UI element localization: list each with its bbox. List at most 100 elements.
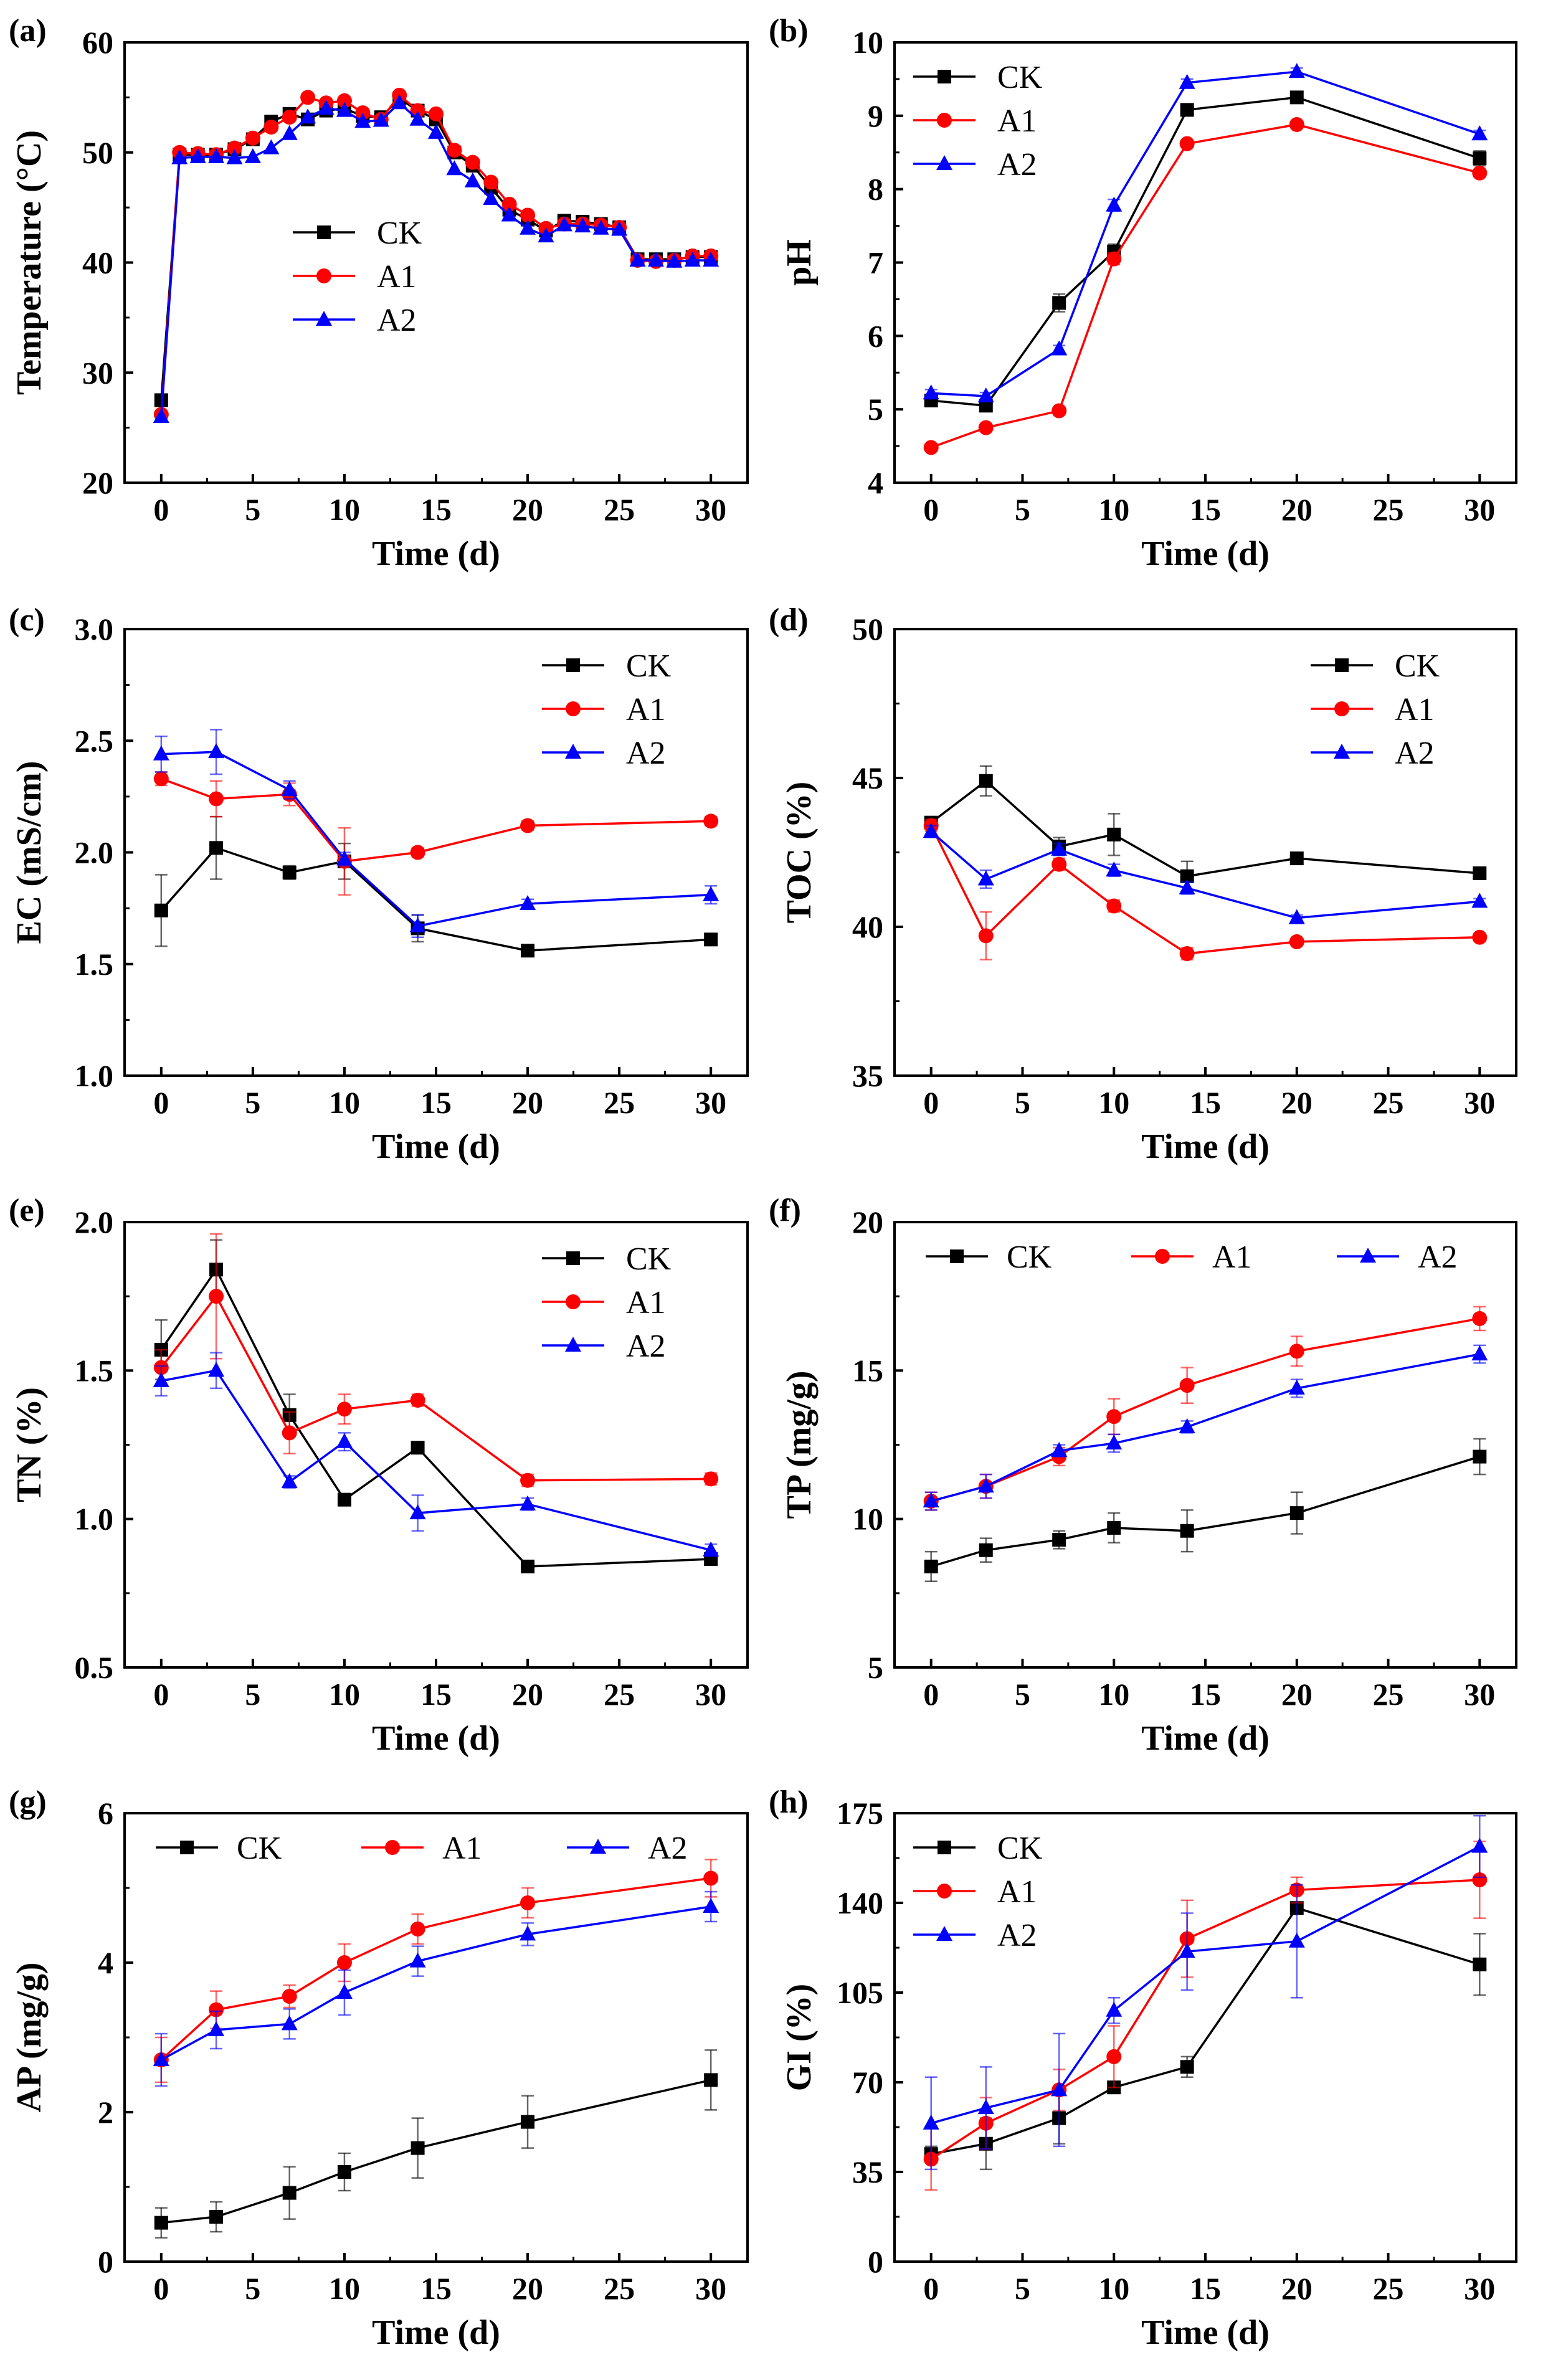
data-point [1471,1345,1488,1361]
x-tick-label: 10 [329,2271,360,2306]
data-point [281,781,298,797]
x-tick-label: 15 [1190,1677,1221,1712]
data-point [1180,103,1194,117]
legend: CK A1 A2 [542,1241,672,1364]
legend-item-a1: A1 [1131,1240,1252,1275]
data-point [483,174,499,190]
y-tick-label: 0 [868,2244,883,2279]
y-axis-ticks: 20 30 40 50 60 [82,25,133,500]
legend: CK A1 A2 [156,1831,688,1866]
y-tick-label: 1.5 [75,947,114,982]
data-point [1179,1418,1195,1433]
x-tick-label: 0 [153,492,169,527]
legend-label: A2 [1418,1240,1458,1275]
data-point [1289,1506,1304,1520]
y-tick-label: 50 [82,135,113,170]
data-point [227,140,242,156]
data-point [703,1471,719,1487]
data-point [923,1492,939,1508]
x-axis-title: Time (d) [1141,2313,1270,2352]
legend-item-a1: A1 [542,1285,666,1320]
x-tick-label: 15 [420,492,452,527]
x-axis-ticks: 0 5 10 15 20 25 30 [153,474,726,527]
y-tick-label: 9 [868,98,883,133]
legend-label: CK [626,1241,672,1277]
legend-item-ck: CK [156,1831,282,1866]
y-axis-title: AP (mg/g) [10,1962,49,2112]
x-tick-label: 30 [695,1677,726,1712]
legend-label: A2 [626,1329,666,1364]
data-point [1180,2060,1194,2074]
data-point [1288,909,1305,924]
x-axis-ticks: 0 5 10 15 20 25 30 [153,2253,726,2306]
y-tick-label: 35 [852,2155,883,2189]
data-point [703,1898,719,1913]
data-point [446,160,463,176]
data-point [521,2115,535,2129]
legend-marker [938,70,951,83]
series-ck [924,1438,1487,1583]
data-point [1289,1344,1304,1359]
legend-marker [385,1840,400,1855]
data-point [977,1477,994,1493]
data-point [300,108,316,124]
series-line [161,2079,711,2224]
data-point [189,148,206,163]
x-tick-label: 5 [1015,2271,1030,2306]
x-tick-label: 5 [1015,492,1030,527]
legend-marker [566,658,580,672]
x-tick-label: 0 [153,2271,169,2306]
x-tick-label: 30 [695,492,726,527]
data-point [336,102,353,117]
data-point [629,251,646,267]
y-tick-label: 30 [82,355,113,390]
data-point [300,90,316,105]
legend-item-a2: A2 [913,1918,1037,1953]
data-point [1180,869,1194,883]
data-point [1179,879,1195,894]
series-a2 [153,1890,719,2087]
legend-marker [936,155,952,170]
x-tick-label: 20 [512,2271,543,2306]
data-point [520,818,536,833]
legend: CK A1 A2 [1311,648,1440,771]
data-point [923,2114,939,2130]
y-tick-label: 105 [837,1975,883,2010]
series-a1 [153,1859,719,2084]
y-axis-ticks: 4 5 6 7 8 9 10 [852,25,903,500]
x-tick-label: 30 [1464,1085,1495,1120]
x-tick-label: 0 [923,1085,939,1120]
x-axis-ticks: 0 5 10 15 20 25 30 [153,1659,726,1712]
data-point [1288,63,1305,78]
data-point [209,2210,224,2224]
series-a2 [923,63,1488,402]
y-axis-title: TN (%) [10,1387,49,1502]
x-tick-label: 10 [329,1085,360,1120]
data-point [464,172,481,187]
data-point [923,440,939,455]
data-point [1052,403,1067,419]
legend-label: A2 [377,303,417,338]
legend-label: A1 [442,1831,482,1866]
x-tick-label: 0 [153,1085,169,1120]
legend-marker [180,1841,194,1854]
x-tick-label: 15 [420,1677,452,1712]
y-tick-label: 4 [868,465,883,500]
x-tick-label: 0 [923,492,939,527]
data-point [1472,1872,1488,1887]
plot-frame [893,1812,1517,2263]
data-point [924,1559,938,1573]
x-tick-label: 5 [245,492,260,527]
legend-marker [316,311,332,326]
series-a2 [153,729,719,938]
data-point [1471,1837,1488,1853]
data-point [208,1362,225,1377]
x-tick-label: 25 [604,1085,635,1120]
legend-item-ck: CK [1311,648,1440,684]
data-point [704,932,718,947]
legend: CK A1 A2 [293,216,422,338]
data-point [520,1495,536,1510]
legend: CK A1 A2 [913,60,1043,183]
x-axis-title: Time (d) [372,2313,500,2352]
